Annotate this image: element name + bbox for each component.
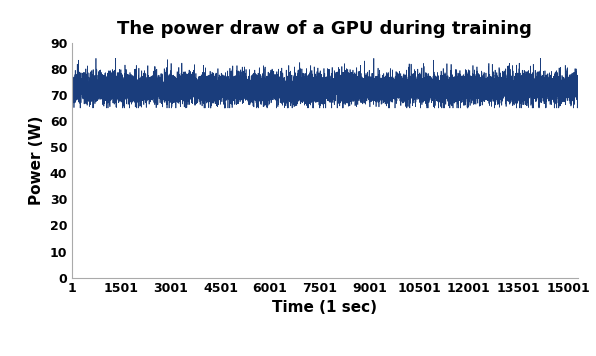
Y-axis label: Power (W): Power (W) [29,115,44,205]
Title: The power draw of a GPU during training: The power draw of a GPU during training [117,20,532,38]
X-axis label: Time (1 sec): Time (1 sec) [272,300,377,315]
